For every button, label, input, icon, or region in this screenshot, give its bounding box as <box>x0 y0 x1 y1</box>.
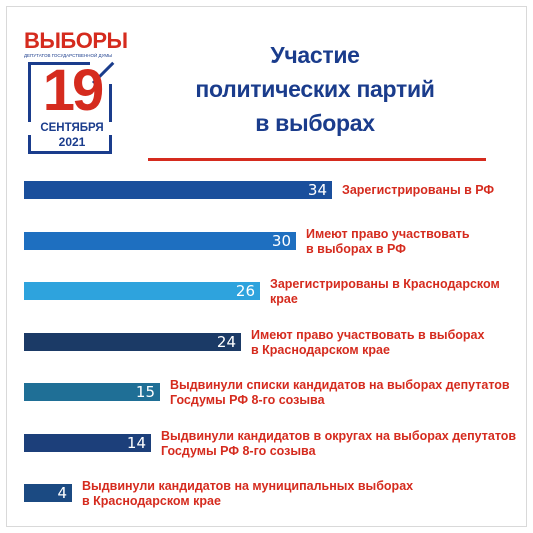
bar-category-label-line: Имеют право участвовать <box>306 227 470 241</box>
bar-value-label: 30 <box>271 232 291 250</box>
bar-category-label-line: Выдвинули кандидатов в округах на выбора… <box>161 429 517 443</box>
bar-category-label: Зарегистрированы в РФ <box>342 183 494 198</box>
logo-year: 2021 <box>58 135 86 149</box>
title-line-2: политических партий <box>195 76 435 102</box>
bar-category-label-line: в выборах в РФ <box>306 242 406 256</box>
bar-category-label: Имеют право участвовать в выборах в Красн… <box>251 328 484 358</box>
bar: 30 <box>24 232 296 250</box>
bar-category-label-line: Выдвинули списки кандидатов на выборах д… <box>170 378 510 392</box>
bar: 14 <box>24 434 151 452</box>
ballot-box-icon <box>28 62 112 154</box>
bar-category-label-line: Выдвинули кандидатов на муниципальных вы… <box>82 479 414 493</box>
bar-value-label: 26 <box>235 282 255 300</box>
bar: 34 <box>24 181 332 199</box>
chart-title: Участие политических партий в выборах <box>150 38 480 140</box>
bar-category-label-line: Госдумы РФ 8-го созыва <box>161 444 316 458</box>
bar: 15 <box>24 383 160 401</box>
title-line-1: Участие <box>270 42 360 68</box>
bar-category-label: Зарегистрированы в Краснодарском крае <box>270 277 500 307</box>
logo-month: СЕНТЯБРЯ <box>24 122 120 135</box>
bar-category-label-line: в Краснодарском крае <box>82 494 221 508</box>
bar: 24 <box>24 333 241 351</box>
bar: 4 <box>24 484 72 502</box>
title-line-3: в выборах <box>255 110 375 136</box>
bar-category-label-line: Имеют право участвовать в выборах <box>251 328 485 342</box>
ballot-slot-icon <box>90 62 112 84</box>
bar-value-label: 4 <box>57 484 67 502</box>
bar-category-label-line: Зарегистрированы в Краснодарском <box>270 277 500 291</box>
elections-logo: ВЫБОРЫ ДЕПУТАТОВ ГОСУДАРСТВЕННОЙ ДУМЫ 19… <box>24 28 128 158</box>
bar-category-label: Выдвинули списки кандидатов на выборах д… <box>170 378 510 408</box>
bar-category-label-line: Зарегистрированы в РФ <box>342 183 495 197</box>
bar-value-label: 24 <box>216 333 236 351</box>
logo-word: ВЫБОРЫ <box>24 28 128 53</box>
bar-value-label: 34 <box>307 181 327 199</box>
bar-category-label-line: Госдумы РФ 8-го созыва <box>170 393 325 407</box>
logo-day: 19 <box>42 58 105 123</box>
logo-subtitle: ДЕПУТАТОВ ГОСУДАРСТВЕННОЙ ДУМЫ <box>24 53 113 58</box>
bar-category-label: Имеют право участвовать в выборах в РФ <box>306 227 470 257</box>
bar-category-label: Выдвинули кандидатов в округах на выбора… <box>161 429 516 459</box>
bar-category-label-line: в Краснодарском крае <box>251 343 390 357</box>
bar-category-label-line: крае <box>270 292 298 306</box>
bar-category-label: Выдвинули кандидатов на муниципальных вы… <box>82 479 413 509</box>
title-divider <box>148 158 486 161</box>
bar: 26 <box>24 282 260 300</box>
bar-value-label: 14 <box>126 434 146 452</box>
bar-value-label: 15 <box>135 383 155 401</box>
